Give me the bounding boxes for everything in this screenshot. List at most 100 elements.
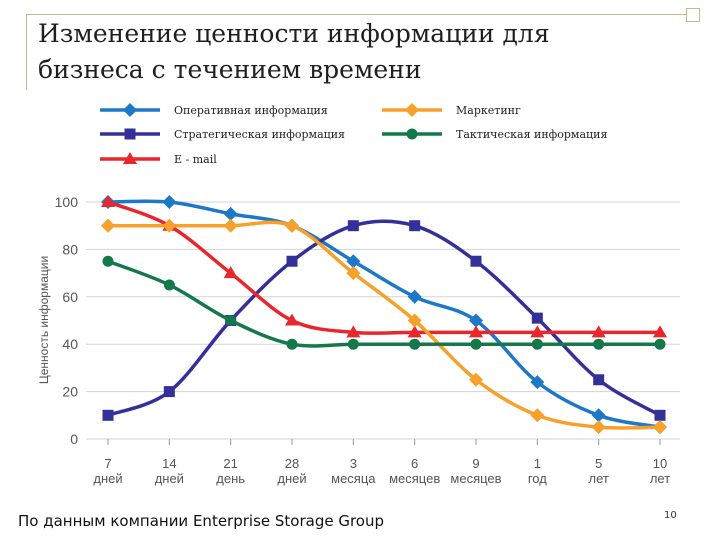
y-tick-label: 80 (62, 241, 78, 257)
x-tick-label: 21 (223, 456, 237, 471)
legend-label: Стратегическая информация (174, 128, 345, 141)
slide-title: Изменение ценности информации для бизнес… (38, 16, 678, 88)
y-tick-label: 0 (70, 431, 78, 447)
x-tick-sublabel: месяцев (450, 471, 501, 486)
grid-lines (86, 201, 680, 440)
data-point (346, 266, 361, 281)
series-line (107, 259, 660, 348)
legend-item: Оперативная информация (100, 103, 328, 117)
legend-item: Тактическая информация (382, 128, 607, 141)
data-point (531, 338, 543, 350)
series (101, 195, 667, 338)
y-tick-label: 40 (62, 336, 78, 352)
data-point (653, 420, 667, 435)
x-tick-sublabel: дней (155, 471, 184, 486)
y-tick-label: 60 (62, 289, 78, 305)
data-point (286, 255, 298, 267)
series (102, 255, 666, 350)
data-point (470, 255, 482, 267)
legend-marker (123, 103, 137, 117)
x-tick-sublabel: дней (93, 471, 122, 486)
title-line-1: Изменение ценности информации для (38, 19, 550, 48)
data-point (654, 409, 666, 421)
data-point (654, 338, 666, 350)
legend-item: E - mail (100, 152, 217, 166)
data-point (285, 313, 299, 326)
data-point (530, 325, 545, 338)
source-note: По данным компании Enterprise Storage Gr… (18, 512, 385, 530)
x-tick-sublabel: год (528, 471, 547, 486)
title-frame-left (26, 14, 27, 90)
x-tick-label: 10 (653, 456, 667, 471)
data-point (346, 325, 361, 338)
legend-label: Оперативная информация (174, 104, 328, 117)
data-point (407, 313, 422, 328)
data-point (409, 338, 421, 350)
data-point (531, 312, 543, 324)
x-tick-label: 5 (595, 456, 602, 471)
legend-label: Тактическая информация (456, 128, 607, 141)
x-tick-label: 14 (162, 456, 176, 471)
data-point (223, 206, 238, 221)
data-point (163, 279, 175, 291)
data-point (162, 195, 177, 209)
data-point (469, 372, 483, 387)
page-number: 10 (664, 510, 677, 521)
x-tick-label: 28 (285, 456, 299, 471)
data-point (346, 254, 361, 269)
data-point (101, 195, 115, 207)
data-point (102, 409, 114, 421)
data-point (225, 315, 237, 326)
title-frame-top (26, 14, 692, 15)
data-point (347, 338, 359, 350)
series (101, 195, 667, 435)
data-point (591, 408, 606, 423)
data-point (409, 220, 421, 232)
x-tick-sublabel: день (216, 471, 245, 486)
data-point (530, 408, 545, 423)
data-point (162, 218, 177, 233)
legend-item: Маркетинг (382, 103, 521, 117)
data-point (593, 374, 605, 386)
data-point (223, 218, 238, 233)
legend-marker (405, 103, 419, 117)
x-axis-ticks: 7дней14дней21день28дней3месяца6месяцев9м… (93, 439, 670, 486)
data-point (407, 325, 422, 338)
data-point (102, 255, 114, 267)
legend-marker (406, 128, 418, 140)
data-point (407, 289, 422, 304)
series (102, 219, 666, 421)
legend-marker (123, 152, 137, 164)
data-point (591, 325, 606, 338)
data-point (285, 218, 299, 233)
series-group (101, 195, 667, 435)
data-point (469, 313, 483, 328)
corner-ornament (686, 8, 700, 22)
x-tick-sublabel: лет (588, 471, 608, 486)
x-tick-sublabel: лет (650, 471, 670, 486)
legend-label: E - mail (174, 153, 217, 166)
x-tick-sublabel: месяца (331, 471, 376, 486)
x-tick-label: 7 (104, 456, 111, 471)
legend-label: Маркетинг (456, 104, 521, 117)
x-tick-label: 9 (472, 456, 479, 471)
data-point (530, 375, 545, 390)
y-tick-label: 100 (55, 194, 79, 210)
series-line (107, 219, 661, 417)
y-axis-ticks: 0 20 40 60 80 100 (55, 194, 79, 447)
x-tick-label: 1 (534, 456, 541, 471)
data-point (286, 338, 298, 350)
data-point (591, 420, 606, 435)
data-point (101, 218, 115, 233)
data-point (593, 338, 605, 350)
data-point (347, 220, 359, 232)
data-point (223, 266, 238, 279)
data-point (653, 325, 667, 338)
y-tick-label: 20 (62, 384, 78, 400)
data-point (469, 325, 483, 338)
series-line (107, 200, 660, 335)
series (101, 218, 667, 435)
series-line (108, 220, 661, 430)
x-tick-sublabel: дней (277, 471, 306, 486)
